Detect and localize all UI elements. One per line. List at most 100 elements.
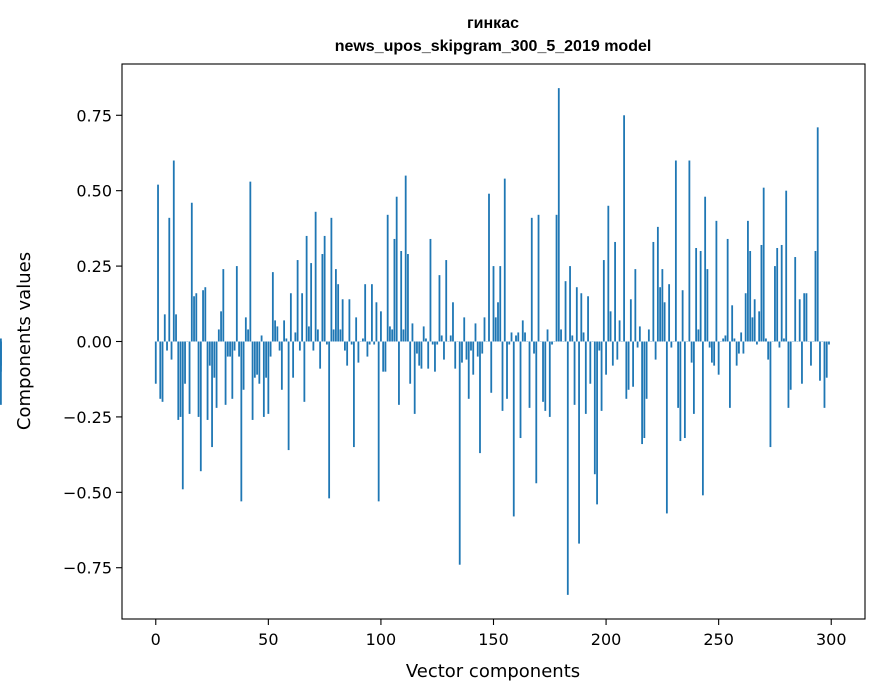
x-tick-label: 150 bbox=[478, 630, 509, 649]
bar bbox=[188, 341, 191, 414]
bar bbox=[431, 341, 434, 345]
bar bbox=[461, 341, 463, 363]
bar bbox=[289, 293, 292, 342]
bar bbox=[242, 341, 245, 390]
bar bbox=[407, 254, 409, 342]
bar bbox=[350, 341, 353, 345]
bar bbox=[253, 341, 256, 378]
bar bbox=[159, 341, 162, 399]
bar bbox=[319, 341, 322, 369]
bar bbox=[503, 178, 506, 342]
bar bbox=[298, 341, 301, 351]
bar bbox=[260, 335, 263, 342]
bar bbox=[528, 341, 531, 408]
bar bbox=[704, 196, 707, 342]
bar bbox=[465, 341, 468, 360]
bar bbox=[600, 341, 603, 411]
bar bbox=[307, 326, 310, 342]
bar bbox=[249, 181, 252, 342]
bar bbox=[501, 341, 504, 411]
bar bbox=[701, 341, 704, 496]
bar bbox=[226, 341, 229, 357]
bar bbox=[0, 341, 2, 405]
bar bbox=[744, 293, 747, 342]
chart-subtitle: news_upos_skipgram_300_5_2019 model bbox=[335, 38, 652, 55]
bar bbox=[629, 299, 632, 342]
bar bbox=[154, 341, 157, 384]
bar bbox=[395, 196, 398, 342]
bar bbox=[229, 341, 231, 357]
bar bbox=[609, 311, 612, 342]
bar bbox=[404, 175, 407, 342]
bar bbox=[208, 341, 211, 366]
bar bbox=[738, 341, 740, 354]
bar bbox=[199, 341, 202, 472]
bar bbox=[652, 241, 655, 342]
bar bbox=[679, 341, 682, 442]
bar bbox=[454, 341, 457, 369]
bar bbox=[623, 115, 625, 342]
bar bbox=[474, 323, 477, 342]
bar bbox=[713, 341, 716, 366]
bar bbox=[780, 244, 783, 342]
bar bbox=[220, 311, 222, 342]
bar bbox=[611, 341, 614, 366]
bar bbox=[634, 269, 637, 342]
x-tick-label: 50 bbox=[258, 630, 278, 649]
bar bbox=[566, 341, 569, 595]
bar bbox=[573, 341, 576, 405]
y-tick-label: −0.75 bbox=[63, 559, 112, 578]
bar bbox=[197, 341, 200, 417]
bar bbox=[521, 320, 524, 342]
bar bbox=[506, 341, 508, 399]
bar bbox=[179, 341, 182, 417]
bar bbox=[343, 341, 346, 351]
bar bbox=[828, 341, 830, 345]
bar bbox=[589, 341, 592, 384]
bar bbox=[530, 217, 533, 342]
bar bbox=[533, 341, 535, 354]
bar bbox=[323, 235, 326, 342]
bar bbox=[251, 341, 254, 420]
bar bbox=[346, 341, 349, 366]
bar bbox=[661, 269, 664, 342]
bar bbox=[636, 341, 639, 348]
bar bbox=[224, 341, 227, 405]
bar bbox=[353, 341, 355, 448]
bar bbox=[449, 335, 452, 342]
bar bbox=[668, 284, 671, 342]
bar bbox=[710, 341, 713, 363]
y-axis-label: Components values bbox=[14, 252, 35, 430]
bar bbox=[575, 287, 578, 342]
bar bbox=[416, 341, 418, 354]
bar bbox=[627, 341, 630, 390]
bar bbox=[301, 293, 304, 342]
bar bbox=[314, 211, 317, 342]
bar bbox=[472, 341, 475, 375]
bar bbox=[569, 266, 571, 342]
bar bbox=[211, 341, 213, 448]
bar bbox=[625, 341, 628, 399]
bar bbox=[490, 341, 493, 393]
bar bbox=[677, 341, 680, 408]
bar bbox=[337, 284, 340, 342]
bar bbox=[409, 341, 412, 384]
bar bbox=[476, 341, 479, 357]
bar bbox=[692, 341, 695, 414]
bar bbox=[535, 341, 538, 484]
bar bbox=[616, 341, 619, 360]
bar bbox=[400, 251, 403, 342]
bar bbox=[445, 260, 448, 342]
x-axis-ticks: 0 50 100 150 200 250 300 bbox=[151, 619, 847, 649]
bar bbox=[481, 341, 484, 354]
bar bbox=[515, 335, 517, 342]
bar bbox=[256, 341, 258, 375]
bar bbox=[724, 335, 727, 342]
bar bbox=[380, 311, 382, 342]
bar bbox=[240, 341, 243, 502]
bar bbox=[643, 341, 646, 439]
bar bbox=[596, 341, 598, 505]
bar bbox=[233, 341, 236, 351]
bar bbox=[276, 326, 279, 342]
